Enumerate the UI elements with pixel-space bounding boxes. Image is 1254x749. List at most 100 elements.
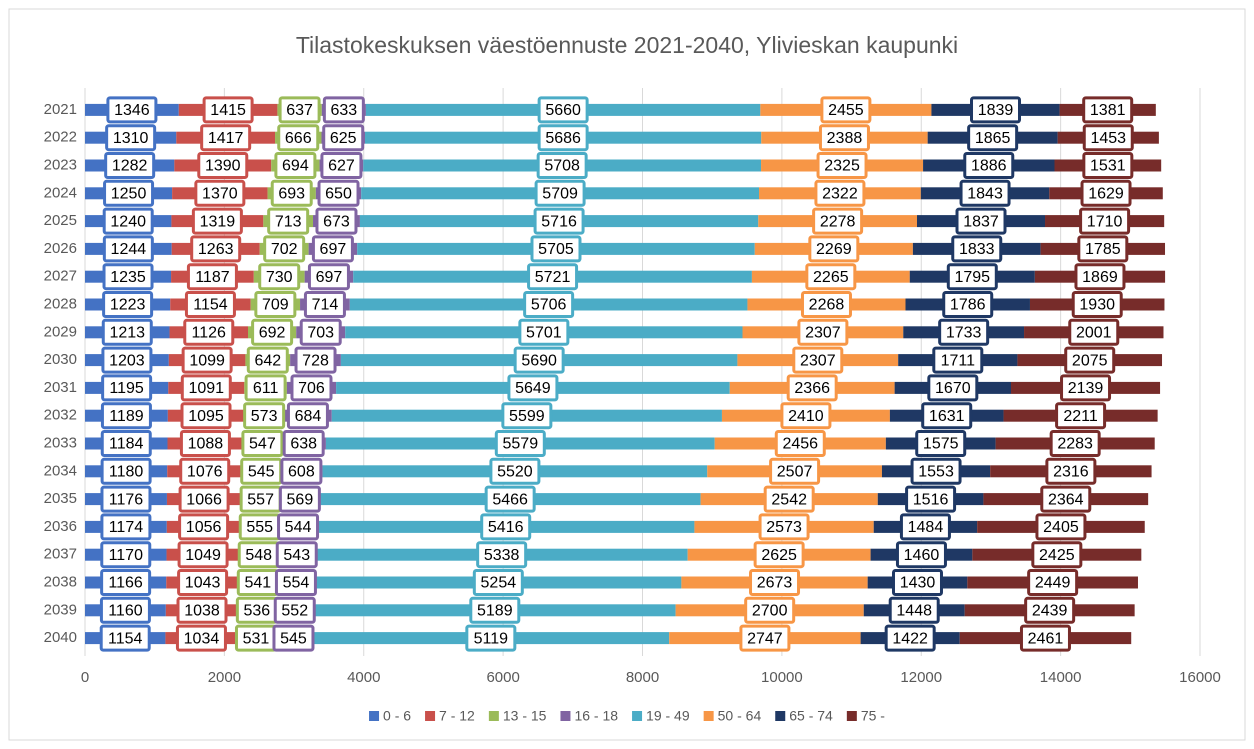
data-label: 2747 [747, 630, 783, 647]
data-label: 531 [243, 630, 270, 647]
data-label-box [774, 430, 826, 457]
y-tick-label: 2022 [44, 129, 77, 146]
data-label-box [494, 430, 546, 457]
data-label: 1076 [187, 464, 223, 481]
data-label: 2265 [813, 269, 849, 286]
data-label-box [251, 318, 294, 346]
data-label: 5579 [503, 436, 539, 453]
y-tick-label: 2026 [44, 240, 77, 257]
data-label: 2405 [1043, 519, 1079, 536]
data-label: 1670 [935, 380, 971, 397]
data-label: 1184 [109, 436, 144, 453]
y-tick-label: 2037 [44, 546, 77, 563]
data-label: 2307 [805, 325, 841, 342]
data-label: 1282 [112, 158, 148, 175]
legend-label: 0 - 6 [383, 708, 411, 724]
data-label-box [241, 430, 284, 457]
data-label: 2307 [800, 352, 836, 369]
data-label-box [951, 235, 1003, 263]
data-label-box [1071, 291, 1123, 318]
data-label-box [100, 569, 152, 596]
data-label-box [100, 430, 152, 457]
data-label-box [753, 541, 805, 569]
data-label: 5416 [488, 519, 524, 536]
data-label: 543 [283, 547, 310, 564]
data-label-box [320, 152, 363, 179]
data-label: 1223 [110, 297, 146, 314]
data-label: 2410 [788, 408, 824, 425]
data-label-box [507, 374, 559, 402]
data-label-box [286, 402, 329, 430]
data-label: 1553 [918, 464, 954, 481]
data-label: 569 [287, 491, 314, 508]
data-label: 611 [253, 380, 279, 397]
data-label-box [537, 124, 589, 152]
data-label-box [272, 624, 315, 652]
data-label-box [814, 179, 866, 207]
data-label: 1711 [941, 352, 976, 369]
data-label-box [100, 513, 152, 541]
data-label-box [527, 263, 579, 291]
data-label: 1154 [193, 297, 228, 314]
data-label-box [1074, 263, 1126, 291]
data-label: 1213 [109, 325, 145, 342]
data-label: 2366 [794, 380, 830, 397]
legend-label: 75 - [861, 708, 885, 724]
data-label: 5706 [531, 297, 567, 314]
x-tick-label: 16000 [1179, 669, 1221, 686]
data-label-box [469, 596, 521, 624]
data-label-box [518, 318, 570, 346]
data-label-box [1035, 513, 1087, 541]
data-label: 5660 [545, 102, 581, 119]
data-label-box [280, 457, 323, 485]
data-label: 1346 [114, 102, 150, 119]
legend-swatch [632, 711, 643, 721]
data-label-box [105, 124, 157, 152]
data-label-box [480, 513, 532, 541]
data-label-box [246, 346, 289, 374]
data-label-box [191, 207, 243, 235]
data-label-box [179, 457, 231, 485]
data-label-box [183, 318, 235, 346]
data-label-box [278, 485, 321, 513]
data-label: 1839 [978, 102, 1014, 119]
y-tick-label: 2024 [44, 184, 77, 201]
data-label-box [177, 541, 229, 569]
data-label-box [891, 569, 943, 596]
data-label-box [175, 624, 227, 652]
data-label-box [820, 96, 872, 124]
legend-swatch [488, 711, 499, 721]
data-label: 5520 [497, 464, 533, 481]
data-label-box [244, 374, 287, 402]
data-label: 1795 [954, 269, 990, 286]
data-label-box [932, 346, 984, 374]
data-label: 5709 [542, 186, 578, 203]
data-label: 2625 [761, 547, 797, 564]
data-label: 2455 [828, 102, 864, 119]
data-label: 544 [285, 519, 312, 536]
data-label: 2673 [757, 575, 793, 592]
data-label-box [273, 596, 316, 624]
data-label-box [818, 124, 870, 152]
data-label-box [274, 152, 317, 179]
data-label: 547 [249, 436, 276, 453]
data-label: 5716 [541, 213, 577, 230]
data-label-box [315, 207, 358, 235]
data-label: 1160 [108, 603, 143, 620]
legend-swatch [560, 711, 571, 721]
data-label-box [102, 235, 154, 263]
data-label-box [1077, 235, 1129, 263]
x-tick-label: 10000 [761, 669, 803, 686]
data-label-box [530, 235, 582, 263]
data-label: 1786 [950, 297, 986, 314]
data-label-box [910, 457, 962, 485]
data-label: 2461 [1028, 630, 1064, 647]
data-label: 1091 [188, 380, 224, 397]
data-label-box [1040, 485, 1092, 513]
data-label: 1460 [904, 547, 940, 564]
data-label: 2325 [824, 158, 860, 175]
data-label: 5649 [515, 380, 551, 397]
data-label: 1176 [109, 491, 144, 508]
data-label-box [533, 207, 585, 235]
